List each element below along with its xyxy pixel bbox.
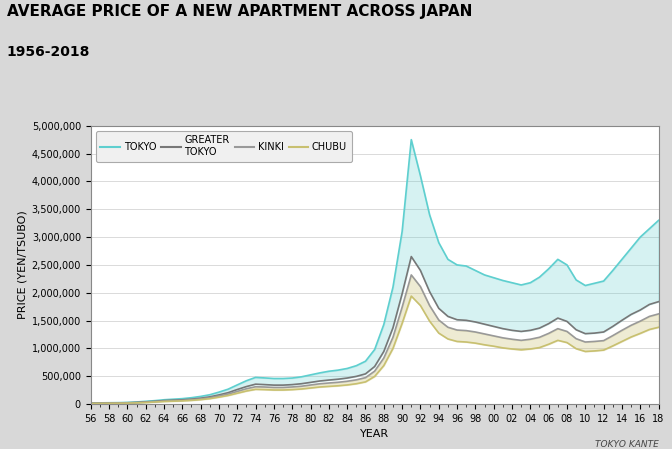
TOKYO (407, 137, 415, 142)
CHUBU (370, 374, 378, 379)
TOKYO (261, 375, 269, 381)
CHUBU (407, 293, 415, 299)
GREATER TOKYO (645, 302, 653, 307)
GREATER TOKYO (655, 299, 663, 304)
Line: KINKI: KINKI (91, 275, 659, 403)
KINKI (645, 314, 653, 319)
CHUBU (490, 343, 498, 349)
Text: 1956-2018: 1956-2018 (7, 45, 90, 59)
CHUBU (243, 388, 251, 394)
GREATER TOKYO (243, 384, 251, 389)
Legend: TOKYO, GREATER
TOKYO, KINKI, CHUBU: TOKYO, GREATER TOKYO, KINKI, CHUBU (95, 131, 352, 162)
CHUBU (261, 387, 269, 392)
GREATER TOKYO (352, 374, 360, 379)
GREATER TOKYO (370, 364, 378, 369)
TOKYO (490, 275, 498, 281)
KINKI (261, 384, 269, 390)
GREATER TOKYO (87, 401, 95, 406)
GREATER TOKYO (490, 324, 498, 329)
GREATER TOKYO (407, 254, 415, 259)
KINKI (490, 333, 498, 339)
CHUBU (655, 325, 663, 330)
KINKI (407, 272, 415, 277)
TOKYO (87, 401, 95, 406)
KINKI (87, 401, 95, 406)
Line: CHUBU: CHUBU (91, 296, 659, 404)
Line: GREATER TOKYO: GREATER TOKYO (91, 256, 659, 403)
CHUBU (87, 401, 95, 406)
TOKYO (370, 347, 378, 352)
X-axis label: YEAR: YEAR (360, 429, 389, 440)
CHUBU (645, 327, 653, 332)
Text: AVERAGE PRICE OF A NEW APARTMENT ACROSS JAPAN: AVERAGE PRICE OF A NEW APARTMENT ACROSS … (7, 4, 472, 19)
KINKI (370, 369, 378, 374)
GREATER TOKYO (261, 382, 269, 387)
TOKYO (243, 378, 251, 383)
CHUBU (352, 381, 360, 387)
TOKYO (645, 226, 653, 231)
KINKI (655, 311, 663, 317)
KINKI (352, 377, 360, 383)
TOKYO (655, 218, 663, 223)
Text: TOKYO KANTE: TOKYO KANTE (595, 440, 659, 449)
TOKYO (352, 363, 360, 368)
Y-axis label: PRICE (YEN/TSUBO): PRICE (YEN/TSUBO) (17, 211, 28, 319)
KINKI (243, 386, 251, 392)
Line: TOKYO: TOKYO (91, 140, 659, 403)
